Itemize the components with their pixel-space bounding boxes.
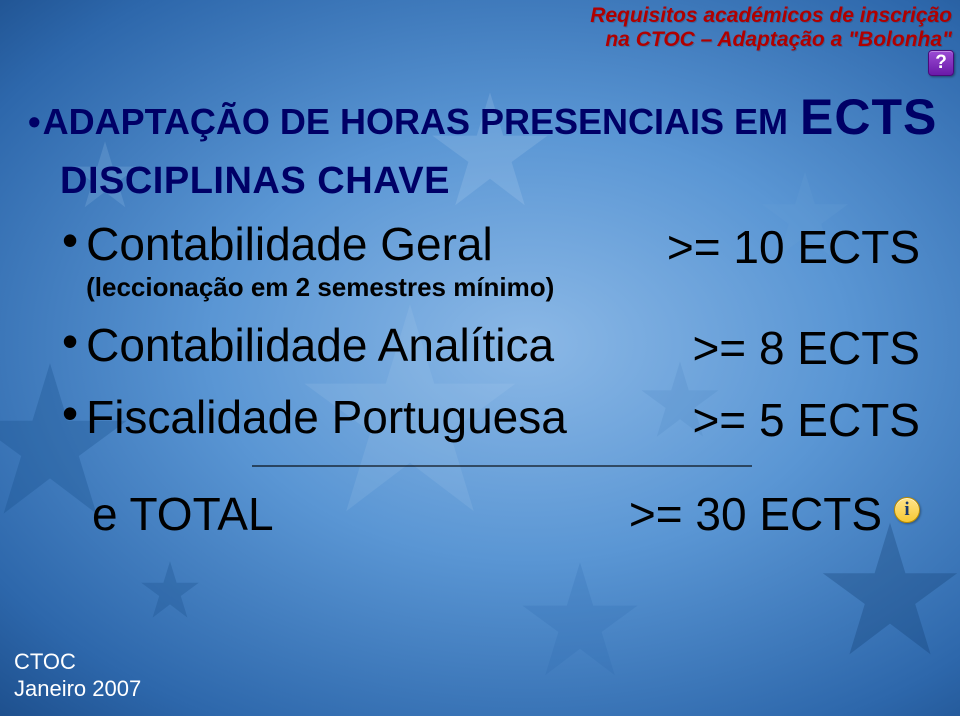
slide-footer: CTOC Janeiro 2007	[14, 649, 141, 702]
header-line-1: Requisitos académicos de inscrição	[590, 4, 952, 28]
discipline-value: >= 5 ECTS	[692, 393, 920, 447]
slide-title: • ADAPTAÇÃO DE HORAS PRESENCIAIS EM ECTS	[28, 88, 937, 146]
total-row: e TOTAL >= 30 ECTS i	[92, 487, 920, 541]
footer-date: Janeiro 2007	[14, 676, 141, 702]
info-icon[interactable]: i	[894, 497, 920, 523]
discipline-row: • Contabilidade Analítica >= 8 ECTS	[62, 321, 920, 375]
slide-header: Requisitos académicos de inscrição na CT…	[590, 4, 952, 52]
info-icon-glyph: i	[904, 499, 909, 521]
help-icon[interactable]: ?	[928, 50, 954, 76]
help-icon-glyph: ?	[935, 52, 947, 74]
footer-org: CTOC	[14, 649, 141, 675]
header-line-2: na CTOC – Adaptação a "Bolonha"	[590, 28, 952, 52]
content-area: • Contabilidade Geral (leccionação em 2 …	[62, 220, 920, 541]
divider-line	[252, 465, 752, 467]
discipline-label: Contabilidade Geral	[86, 220, 554, 268]
discipline-value: >= 8 ECTS	[692, 321, 920, 375]
discipline-label: Contabilidade Analítica	[86, 321, 554, 369]
bullet-icon: •	[62, 220, 78, 261]
total-label: e TOTAL	[92, 487, 274, 541]
title-ects: ECTS	[800, 88, 937, 146]
title-text: ADAPTAÇÃO DE HORAS PRESENCIAIS EM	[43, 101, 788, 143]
discipline-value: >= 10 ECTS	[667, 220, 920, 274]
title-bullet: •	[28, 101, 41, 143]
slide-subtitle: DISCIPLINAS CHAVE	[60, 160, 450, 203]
discipline-row: • Contabilidade Geral (leccionação em 2 …	[62, 220, 920, 303]
bullet-icon: •	[62, 393, 78, 434]
discipline-row: • Fiscalidade Portuguesa >= 5 ECTS	[62, 393, 920, 447]
total-value: >= 30 ECTS	[629, 487, 882, 541]
discipline-label: Fiscalidade Portuguesa	[86, 393, 567, 441]
discipline-sublabel: (leccionação em 2 semestres mínimo)	[86, 272, 554, 303]
bullet-icon: •	[62, 321, 78, 362]
